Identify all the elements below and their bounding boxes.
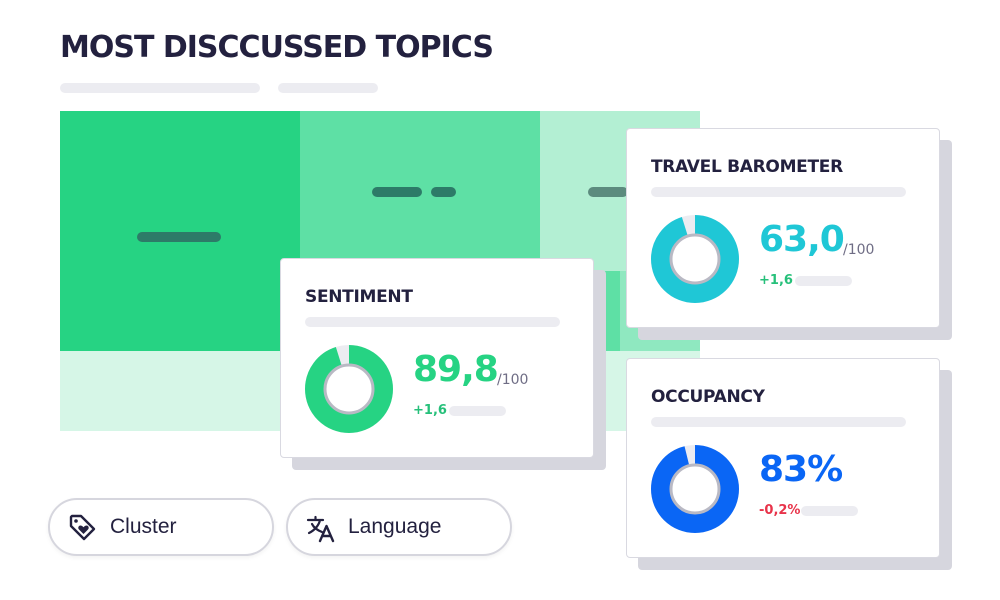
delta-placeholder [795, 276, 852, 286]
translate-icon [306, 515, 335, 543]
donut-fill [651, 215, 739, 303]
tile-label-placeholder [137, 232, 221, 242]
tile-label-placeholder [372, 187, 422, 197]
sentiment-card[interactable]: SENTIMENT 89,8 /100 +1,6 [280, 258, 594, 458]
travel-barometer-card[interactable]: TRAVEL BAROMETER 63,0 /100 +1,6 [626, 128, 940, 328]
card-title: TRAVEL BAROMETER [651, 157, 843, 177]
delta-placeholder [801, 506, 858, 516]
tile-label-placeholder [431, 187, 456, 197]
sentiment-donut [305, 345, 393, 433]
card-title: OCCUPANCY [651, 387, 765, 407]
cluster-filter-button[interactable]: Cluster [48, 498, 274, 556]
card-subtitle-placeholder [305, 317, 560, 327]
metric-scale: /100 [843, 242, 875, 258]
page-title: MOST DISCCUSSED TOPICS [60, 30, 494, 65]
metric-value: 83% [759, 449, 843, 490]
delta-placeholder [449, 406, 506, 416]
subtitle-placeholder [60, 83, 260, 93]
metric-value: 63,0 [759, 219, 845, 260]
subtitle-placeholder [278, 83, 378, 93]
language-filter-button[interactable]: Language [286, 498, 512, 556]
language-filter-label: Language [348, 515, 442, 538]
donut-fill [305, 345, 393, 433]
card-subtitle-placeholder [651, 187, 906, 197]
delta-value: -0,2% [759, 503, 801, 518]
donut-fill [651, 445, 739, 533]
card-title: SENTIMENT [305, 287, 413, 307]
delta-value: +1,6 [413, 403, 447, 418]
metric-scale: /100 [497, 372, 529, 388]
occupancy-donut [651, 445, 739, 533]
delta-value: +1,6 [759, 273, 793, 288]
donut-inner-ring [323, 363, 375, 415]
tile-label-placeholder [588, 187, 628, 197]
occupancy-card[interactable]: OCCUPANCY 83% -0,2% [626, 358, 940, 558]
donut-inner-ring [669, 233, 721, 285]
metric-value: 89,8 [413, 349, 499, 390]
treemap-tile-1[interactable] [60, 111, 300, 351]
card-subtitle-placeholder [651, 417, 906, 427]
travel-barometer-donut [651, 215, 739, 303]
donut-inner-ring [669, 463, 721, 515]
cluster-filter-label: Cluster [110, 515, 177, 538]
tag-heart-icon [69, 514, 96, 541]
